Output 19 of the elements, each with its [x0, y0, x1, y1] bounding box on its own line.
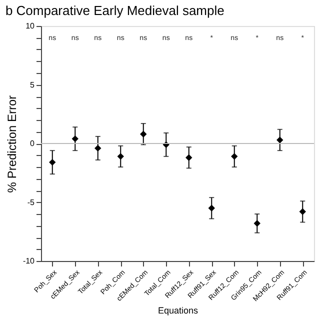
- point: [140, 130, 147, 138]
- point: [254, 220, 260, 227]
- y-tick-label: -10: [22, 256, 36, 266]
- point: [208, 204, 215, 212]
- y-tick-label: -5: [27, 198, 36, 207]
- chart-title: b Comparative Early Medieval sample: [5, 3, 224, 18]
- point: [117, 153, 124, 160]
- point: [276, 136, 284, 144]
- point: [49, 158, 56, 166]
- y-tick-label: 10: [26, 22, 36, 30]
- y-axis-title: % Prediction Error: [4, 95, 19, 193]
- point: [72, 135, 78, 142]
- x-axis-title: Equations: [158, 305, 199, 316]
- point: [94, 144, 102, 152]
- point: [186, 154, 192, 161]
- point: [299, 208, 306, 216]
- y-tick-label: 0: [30, 139, 36, 148]
- point: [231, 153, 238, 160]
- y-tick-label: 5: [30, 80, 36, 90]
